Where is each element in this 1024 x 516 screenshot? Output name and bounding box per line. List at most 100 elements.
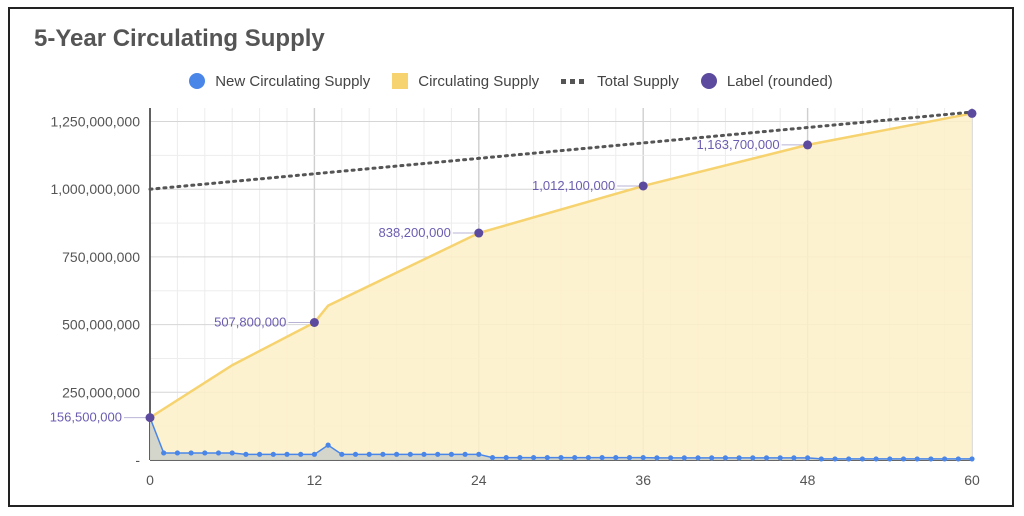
- new-circulating-supply-point: [736, 455, 742, 461]
- new-circulating-supply-point: [613, 454, 619, 461]
- new-circulating-supply-point: [859, 456, 866, 462]
- label-point: [638, 181, 648, 191]
- new-circulating-supply-point: [777, 455, 783, 461]
- new-circulating-supply-point: [448, 451, 454, 457]
- y-tick-label: 500,000,000: [62, 317, 140, 333]
- new-circulating-supply-point: [626, 454, 633, 461]
- y-tick-label: -: [135, 452, 140, 468]
- new-circulating-supply-point: [352, 451, 359, 457]
- legend-item-total-supply[interactable]: Total Supply: [561, 73, 679, 90]
- new-circulating-supply-point: [681, 455, 687, 461]
- new-circulating-supply-point: [229, 450, 235, 456]
- legend-item-label-rounded[interactable]: Label (rounded): [700, 72, 833, 90]
- legend-label: Circulating Supply: [418, 72, 540, 90]
- new-circulating-supply-point: [846, 456, 852, 462]
- total-supply-line: [148, 110, 974, 191]
- legend-swatch-yellow-square: [392, 73, 409, 89]
- data-label: 507,800,000: [214, 315, 286, 330]
- new-circulating-supply-point: [407, 451, 413, 457]
- new-circulating-supply-point: [928, 456, 934, 462]
- x-tick-label: 36: [635, 472, 651, 488]
- new-circulating-supply-point: [695, 455, 701, 461]
- new-circulating-supply-point: [544, 454, 550, 461]
- new-circulating-supply-point: [763, 455, 770, 461]
- new-circulating-supply-point: [818, 456, 824, 462]
- new-circulating-supply-point: [709, 455, 715, 461]
- data-label: 156,500,000: [50, 410, 122, 425]
- new-circulating-supply-point: [887, 456, 893, 462]
- y-tick-label: 1,000,000,000: [50, 181, 140, 197]
- new-circulating-supply-point: [257, 451, 263, 457]
- legend-swatch-blue-dot: [189, 73, 206, 89]
- label-point: [474, 228, 484, 238]
- legend-swatch-dotted-line: [561, 78, 587, 84]
- new-circulating-supply-point: [654, 455, 660, 461]
- x-tick-label: 60: [964, 472, 980, 488]
- new-circulating-supply-point: [243, 451, 249, 457]
- new-circulating-supply-point: [572, 454, 578, 461]
- chart-title: 5-Year Circulating Supply: [34, 25, 325, 52]
- new-circulating-supply-point: [900, 456, 907, 462]
- new-circulating-supply-point: [558, 454, 564, 461]
- new-circulating-supply-point: [668, 455, 674, 461]
- new-circulating-supply-point: [462, 451, 468, 457]
- new-circulating-supply-point: [380, 451, 386, 457]
- new-circulating-supply-point: [435, 451, 441, 457]
- data-label: 1,012,100,000: [532, 178, 615, 193]
- new-circulating-supply-point: [270, 451, 276, 457]
- new-circulating-supply-point: [873, 456, 879, 462]
- data-label: 1,163,700,000: [696, 137, 779, 152]
- new-circulating-supply-point: [914, 456, 920, 462]
- new-circulating-supply-point: [640, 454, 646, 461]
- y-tick-label: 250,000,000: [62, 384, 140, 400]
- new-circulating-supply-point: [599, 454, 605, 461]
- new-circulating-supply-point: [284, 451, 290, 457]
- new-circulating-supply-point: [805, 455, 811, 461]
- new-circulating-supply-point: [517, 454, 523, 461]
- new-circulating-supply-point: [366, 451, 372, 457]
- new-circulating-supply-point: [421, 451, 427, 457]
- new-circulating-supply-point: [325, 442, 331, 448]
- new-circulating-supply-point: [503, 454, 509, 461]
- legend-item-new-circulating-supply[interactable]: New Circulating Supply: [189, 73, 370, 90]
- new-circulating-supply-point: [750, 455, 756, 461]
- data-label: 838,200,000: [379, 225, 451, 240]
- x-tick-label: 48: [800, 472, 816, 488]
- label-point: [803, 140, 813, 150]
- legend-label: Label (rounded): [726, 72, 833, 90]
- circulating-supply-line: [149, 112, 973, 419]
- new-circulating-supply-point: [969, 456, 975, 462]
- new-circulating-supply-point: [311, 451, 317, 457]
- x-tick-label: 12: [307, 472, 323, 488]
- new-circulating-supply-point: [161, 450, 167, 456]
- new-circulating-supply-point: [832, 456, 838, 462]
- legend-item-circulating-supply[interactable]: Circulating Supply: [392, 73, 539, 90]
- label-point: [967, 108, 977, 118]
- new-circulating-supply-point: [215, 450, 222, 456]
- new-circulating-supply-point: [531, 454, 537, 461]
- legend-swatch-purple-dot: [700, 73, 717, 89]
- new-circulating-supply-point: [791, 455, 797, 461]
- legend: New Circulating Supply Circulating Suppl…: [10, 69, 1012, 93]
- new-circulating-supply-point: [202, 450, 208, 456]
- x-tick-label: 0: [146, 472, 154, 488]
- circulating-supply-area: [150, 113, 972, 461]
- new-circulating-supply-area: [150, 417, 972, 460]
- new-circulating-supply-point: [955, 456, 961, 462]
- label-point: [309, 318, 319, 328]
- new-circulating-supply-point: [298, 451, 304, 457]
- y-tick-label: 750,000,000: [62, 249, 140, 265]
- new-circulating-supply-point: [585, 454, 592, 461]
- y-tick-label: 1,250,000,000: [50, 114, 140, 130]
- new-circulating-supply-point: [489, 454, 496, 461]
- label-point: [145, 413, 155, 423]
- legend-label: Total Supply: [597, 72, 679, 90]
- new-circulating-supply-point: [476, 451, 482, 457]
- new-circulating-supply-point: [722, 455, 729, 461]
- new-circulating-supply-point: [394, 451, 400, 457]
- new-circulating-supply-point: [339, 451, 345, 457]
- new-circulating-supply-point: [942, 456, 948, 462]
- legend-label: New Circulating Supply: [215, 72, 371, 90]
- x-tick-label: 24: [471, 472, 487, 488]
